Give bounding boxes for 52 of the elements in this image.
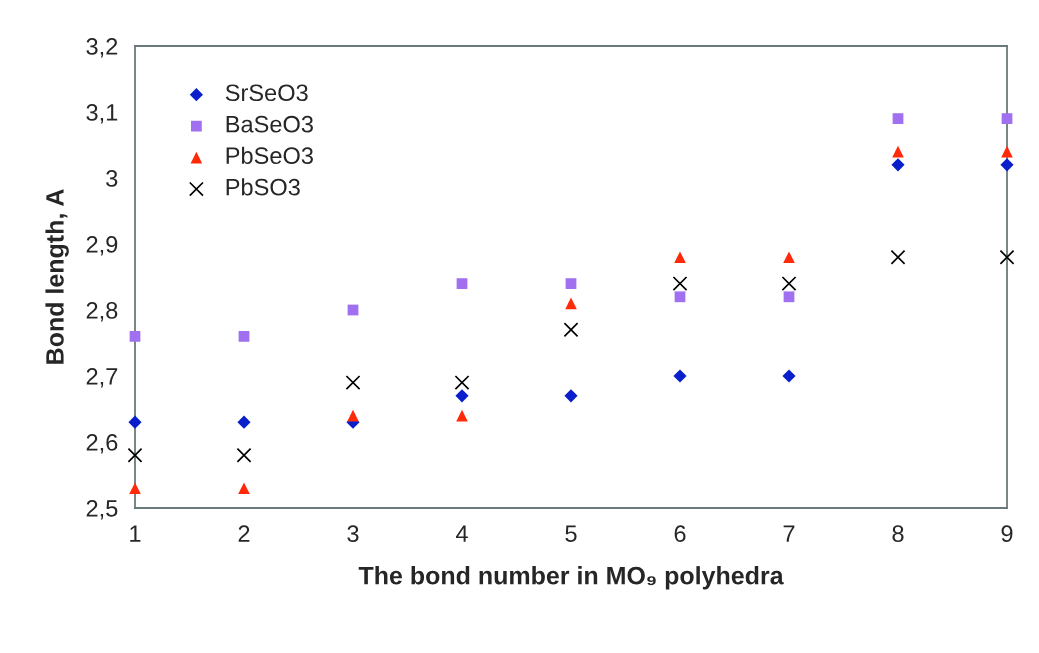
y-tick-label: 3,2	[86, 38, 118, 58]
x-tick-label: 1	[130, 525, 141, 542]
point	[673, 369, 687, 383]
y-tick-label: 2,6	[86, 434, 118, 454]
y-axis-title: Bond length, A	[45, 189, 69, 364]
point	[782, 369, 796, 383]
point	[672, 276, 688, 292]
point	[783, 291, 795, 303]
y-tick-label: 2,9	[86, 236, 118, 256]
point	[999, 249, 1015, 265]
x-tick-label: 6	[674, 525, 686, 543]
point	[563, 322, 579, 338]
legend-label: PbSeO3	[226, 146, 313, 165]
point	[127, 447, 143, 463]
point	[1001, 113, 1013, 124]
point	[128, 415, 142, 429]
point	[129, 482, 141, 495]
legend-label: SrSeO3	[225, 84, 308, 102]
point	[1000, 158, 1014, 172]
point	[674, 291, 686, 303]
point	[891, 158, 905, 172]
point	[129, 331, 141, 342]
y-tick-label: 2,7	[86, 368, 118, 388]
x-axis-title: The bond number in MO₉ polyhedra	[358, 566, 784, 590]
x-tick-label: 5	[565, 525, 577, 543]
point	[455, 389, 469, 403]
point	[238, 331, 250, 342]
point	[565, 278, 577, 289]
y-tick-label: 3	[106, 170, 118, 187]
point	[237, 415, 251, 429]
legend-label: BaSeO3	[226, 115, 313, 133]
point	[236, 447, 252, 463]
point	[781, 276, 797, 292]
y-tick-label: 2,5	[86, 500, 118, 520]
point	[345, 375, 361, 391]
point	[564, 389, 578, 403]
point	[890, 249, 906, 265]
x-tick-label: 9	[1001, 525, 1013, 543]
point	[892, 113, 904, 124]
point	[783, 251, 795, 264]
x-tick-label: 2	[238, 525, 250, 542]
x-tick-label: 8	[892, 525, 904, 543]
point	[456, 278, 468, 289]
x-tick-label: 4	[455, 525, 468, 542]
point	[238, 482, 250, 495]
x-tick-label: 3	[347, 525, 359, 543]
x-tick-label: 7	[783, 525, 795, 542]
point	[454, 375, 470, 391]
point	[674, 251, 686, 264]
legend-label: PbSO3	[226, 178, 300, 196]
y-tick-label: 3,1	[86, 104, 118, 124]
y-tick-label: 2,8	[86, 302, 118, 322]
